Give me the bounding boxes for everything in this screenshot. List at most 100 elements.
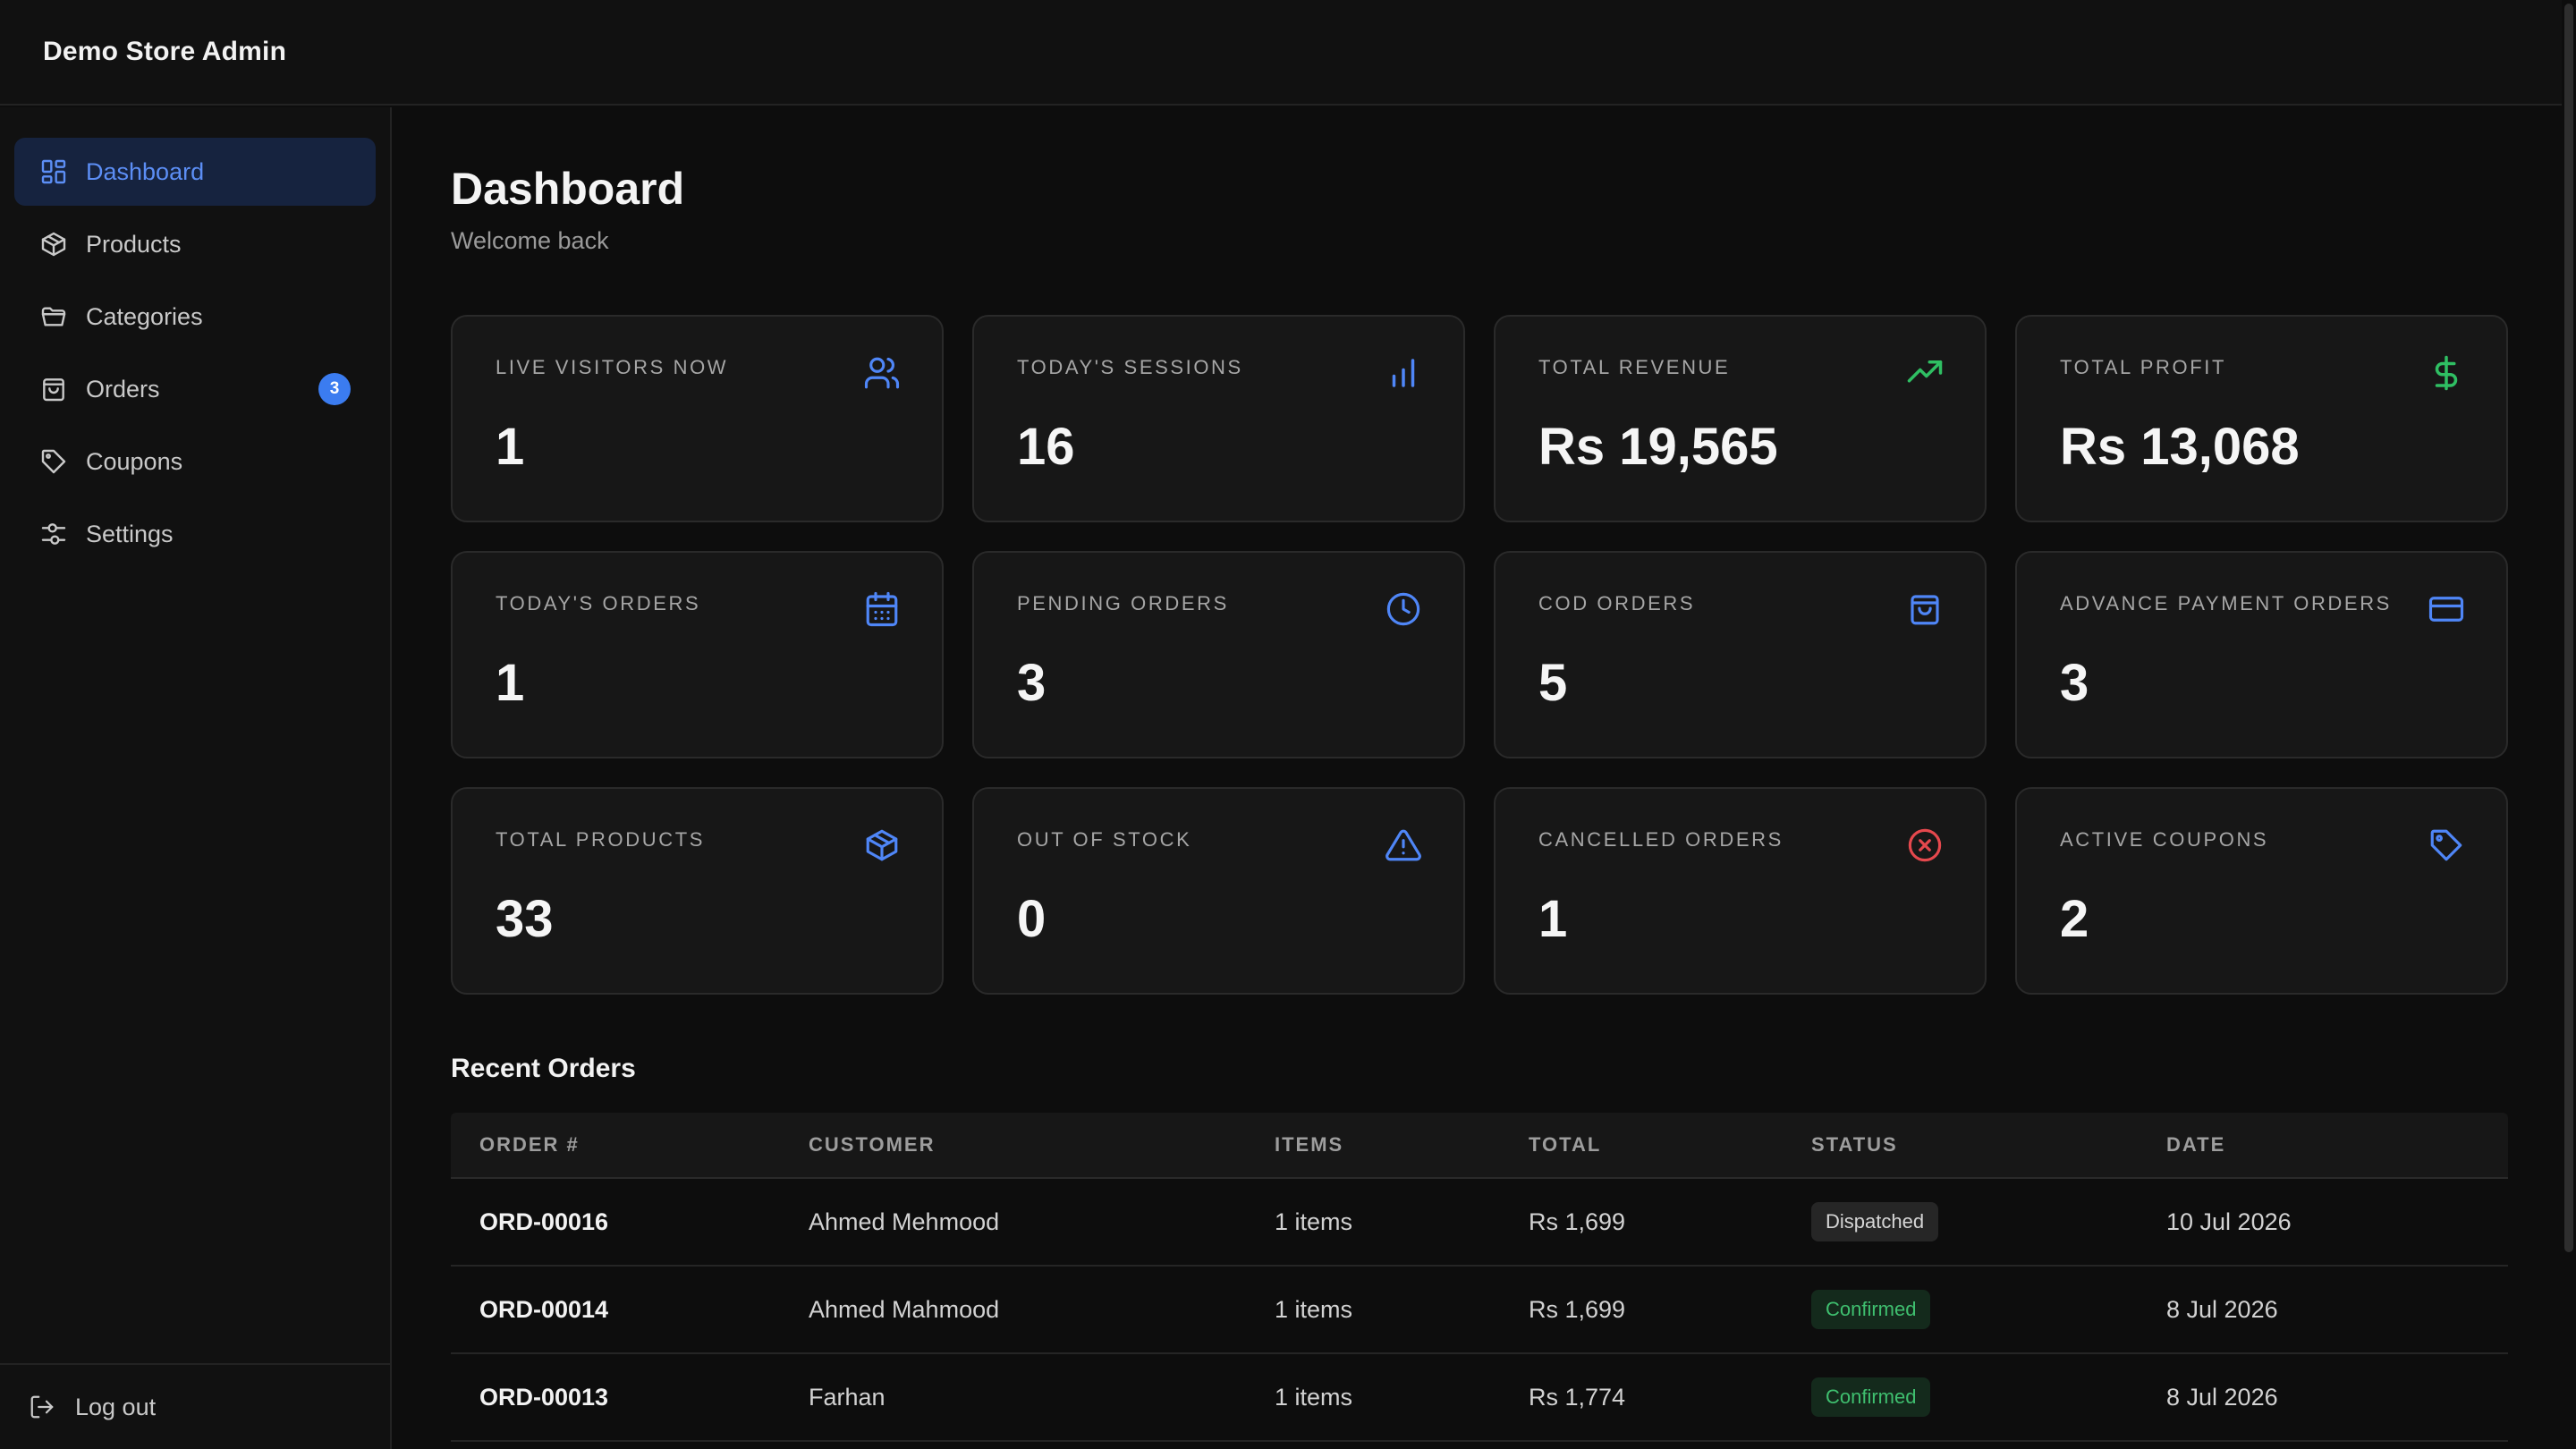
status-badge: Confirmed xyxy=(1811,1290,1931,1329)
stat-label: Pending Orders xyxy=(1017,592,1229,614)
stat-card-cancelled-orders: Cancelled Orders 1 xyxy=(1494,787,1987,995)
column-header-order: Order # xyxy=(479,1133,580,1156)
column-header-total: Total xyxy=(1529,1133,1602,1156)
stat-value: 1 xyxy=(1538,890,1568,948)
sidebar-item-label: Categories xyxy=(86,302,203,330)
stat-card-live-visitors: Live Visitors Now 1 xyxy=(451,315,944,522)
column-header-status: Status xyxy=(1811,1133,1898,1156)
alert-triangle-icon xyxy=(1385,829,1421,861)
sidebar: Dashboard Products Categories Orders 3 C… xyxy=(0,107,392,1449)
scrollbar-thumb[interactable] xyxy=(2564,4,2573,1252)
table-header: Order # Customer Items Total Status Date xyxy=(451,1113,2508,1179)
sidebar-item-orders[interactable]: Orders 3 xyxy=(14,355,376,423)
calendar-icon xyxy=(866,591,898,627)
status-badge: Confirmed xyxy=(1811,1377,1931,1417)
stat-label: Active Coupons xyxy=(2060,828,2269,851)
stat-label: Live Visitors Now xyxy=(496,356,729,378)
table-row[interactable]: ORD-00016 Ahmed Mehmood 1 items Rs 1,699… xyxy=(451,1179,2508,1267)
recent-orders-table: Order # Customer Items Total Status Date… xyxy=(451,1113,2508,1442)
stat-value: 1 xyxy=(496,418,525,476)
stat-label: Today's Sessions xyxy=(1017,356,1243,378)
stat-label: Cancelled Orders xyxy=(1538,828,1784,851)
status-cell: Confirmed xyxy=(1811,1377,2166,1417)
top-bar: Demo Store Admin xyxy=(0,0,2562,106)
sidebar-nav: Dashboard Products Categories Orders 3 C… xyxy=(0,107,390,568)
stat-value: 5 xyxy=(1538,654,1568,712)
credit-card-icon xyxy=(2428,597,2464,622)
item-count: 1 items xyxy=(1275,1208,1353,1235)
dashboard-icon xyxy=(41,159,66,184)
stat-label: COD Orders xyxy=(1538,592,1696,614)
stat-card-total-revenue: Total Revenue Rs 19,565 xyxy=(1494,315,1987,522)
recent-orders-title: Recent Orders xyxy=(451,1054,636,1083)
order-total: Rs 1,699 xyxy=(1529,1295,1626,1323)
app-title: Demo Store Admin xyxy=(43,37,287,66)
sidebar-item-products[interactable]: Products xyxy=(14,210,376,278)
users-icon xyxy=(864,357,900,389)
stat-value: 3 xyxy=(2060,654,2089,712)
clock-icon xyxy=(1386,592,1420,626)
order-number: ORD-00013 xyxy=(479,1383,609,1411)
stats-grid: Live Visitors Now 1 Today's Sessions 16 … xyxy=(451,315,2508,995)
stat-card-active-coupons: Active Coupons 2 xyxy=(2015,787,2508,995)
logout-label: Log out xyxy=(75,1393,157,1420)
stat-value: 2 xyxy=(2060,890,2089,948)
status-cell: Confirmed xyxy=(1811,1290,2166,1329)
stat-value: 33 xyxy=(496,890,554,948)
stat-value: 0 xyxy=(1017,890,1046,948)
sidebar-item-label: Coupons xyxy=(86,447,183,475)
stat-label: Advance Payment Orders xyxy=(2060,592,2392,614)
stat-label: Today's Orders xyxy=(496,592,701,614)
logout-button[interactable]: Log out xyxy=(0,1363,390,1449)
sidebar-item-label: Orders xyxy=(86,375,160,402)
bar-chart-icon xyxy=(1392,359,1415,387)
status-cell: Dispatched xyxy=(1811,1202,2166,1241)
customer-name: Farhan xyxy=(809,1383,886,1411)
sidebar-item-coupons[interactable]: Coupons xyxy=(14,428,376,496)
page-subtitle: Welcome back xyxy=(451,227,609,254)
folder-icon xyxy=(41,307,66,326)
column-header-date: Date xyxy=(2166,1133,2226,1156)
stat-value: Rs 13,068 xyxy=(2060,418,2300,476)
page-scrollbar[interactable] xyxy=(2562,0,2576,1449)
sidebar-item-dashboard[interactable]: Dashboard xyxy=(14,138,376,206)
table-row[interactable]: ORD-00013 Farhan 1 items Rs 1,774 Confir… xyxy=(451,1354,2508,1442)
stat-value: Rs 19,565 xyxy=(1538,418,1778,476)
trending-up-icon xyxy=(1907,360,1943,383)
stat-card-pending-orders: Pending Orders 3 xyxy=(972,551,1465,758)
stat-card-cod-orders: COD Orders 5 xyxy=(1494,551,1987,758)
sidebar-item-label: Products xyxy=(86,230,182,258)
sidebar-item-settings[interactable]: Settings xyxy=(14,500,376,568)
tag-icon xyxy=(41,449,66,474)
stat-value: 1 xyxy=(496,654,525,712)
order-date: 8 Jul 2026 xyxy=(2166,1295,2278,1323)
sidebar-item-categories[interactable]: Categories xyxy=(14,283,376,351)
sliders-icon xyxy=(41,523,66,545)
log-out-icon xyxy=(30,1395,54,1419)
item-count: 1 items xyxy=(1275,1383,1353,1411)
sidebar-item-label: Dashboard xyxy=(86,157,205,185)
column-header-customer: Customer xyxy=(809,1133,936,1156)
stat-value: 3 xyxy=(1017,654,1046,712)
stat-card-out-of-stock: Out of Stock 0 xyxy=(972,787,1465,995)
stat-label: Total Revenue xyxy=(1538,356,1731,378)
stat-card-total-profit: Total Profit Rs 13,068 xyxy=(2015,315,2508,522)
stat-label: Total Profit xyxy=(2060,356,2227,378)
stat-label: Total Products xyxy=(496,828,706,851)
order-number: ORD-00014 xyxy=(479,1295,609,1323)
order-date: 8 Jul 2026 xyxy=(2166,1383,2278,1411)
shopping-bag-icon xyxy=(43,378,64,402)
box-icon xyxy=(866,829,898,861)
tag-icon xyxy=(2430,829,2462,861)
sidebar-item-label: Settings xyxy=(86,520,174,547)
orders-count-badge: 3 xyxy=(318,373,351,405)
order-date: 10 Jul 2026 xyxy=(2166,1208,2292,1235)
box-icon xyxy=(41,232,66,257)
order-number: ORD-00016 xyxy=(479,1208,609,1235)
column-header-items: Items xyxy=(1275,1133,1344,1156)
status-badge: Dispatched xyxy=(1811,1202,1939,1241)
stat-card-advance-payment-orders: Advance Payment Orders 3 xyxy=(2015,551,2508,758)
order-total: Rs 1,774 xyxy=(1529,1383,1626,1411)
dollar-icon xyxy=(2435,355,2458,391)
table-row[interactable]: ORD-00014 Ahmed Mahmood 1 items Rs 1,699… xyxy=(451,1267,2508,1354)
